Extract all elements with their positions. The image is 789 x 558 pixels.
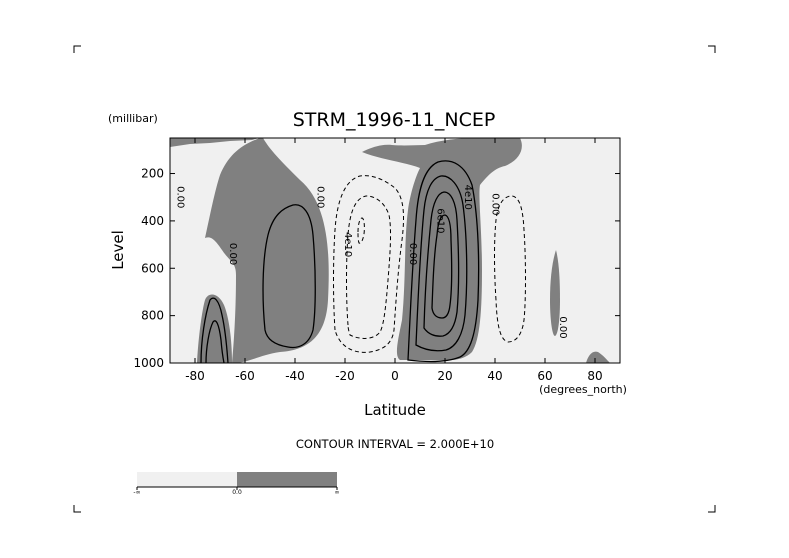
- x-axis-title: Latitude: [364, 401, 426, 419]
- contour-label: 4e10: [462, 185, 473, 210]
- contour-labels: 0.00 0.00 0.00 4e10 0.00 6e10 4e10 0.00 0.00: [175, 185, 569, 339]
- contour-label: 0.00: [490, 193, 501, 215]
- contour-southern-neg-2e10: [333, 175, 404, 353]
- contour-northern-6e10: [423, 191, 460, 337]
- contour-label: 0.00: [315, 186, 326, 208]
- contour-label: 6e10: [435, 208, 446, 233]
- contour-interval-note: CONTOUR INTERVAL = 2.000E+10: [296, 437, 494, 451]
- contour-label: 0.00: [407, 243, 418, 265]
- contour-northern-8e10: [431, 214, 453, 319]
- crop-marks: [73, 45, 716, 513]
- colorbar-negative-swatch: [137, 472, 237, 487]
- positive-contours: [200, 160, 480, 364]
- contour-southern-2e10: [262, 204, 316, 349]
- colorbar-ticks: -∞ 0.0 ∞: [133, 487, 340, 496]
- contour-label: 0.00: [227, 243, 238, 265]
- x-tick-label: 20: [437, 369, 452, 383]
- contour-southern-neg-6e10: [357, 217, 365, 244]
- positive-fill-regions: [170, 138, 610, 363]
- crop-mark-bottom-left: [73, 505, 81, 513]
- y-tick-label: 800: [141, 309, 164, 323]
- colorbar: -∞ 0.0 ∞: [133, 472, 340, 496]
- fill-south-pole-lower-cell: [197, 294, 232, 363]
- contour-northern-2e10: [407, 160, 480, 363]
- negative-contours: [333, 175, 526, 353]
- y-tick-label: 400: [141, 214, 164, 228]
- colorbar-positive-swatch: [237, 472, 337, 487]
- contour-label: 0.00: [175, 186, 186, 208]
- colorbar-tick-label: ∞: [335, 489, 340, 496]
- crop-mark-bottom-right: [708, 505, 716, 513]
- x-tick-label: -20: [335, 369, 355, 383]
- y-axis-title: Level: [109, 230, 127, 270]
- fill-southern-positive-cell: [205, 138, 329, 363]
- contour-label: 4e10: [342, 232, 353, 257]
- crop-mark-top-right: [708, 45, 716, 53]
- y-axis: 200 400 600 800 1000: [133, 167, 620, 370]
- fill-high-latitude-positive-sliver: [550, 250, 560, 336]
- contour-southern-neg-4e10: [346, 195, 392, 339]
- y-tick-label: 200: [141, 167, 164, 181]
- x-tick-label: -60: [235, 369, 255, 383]
- y-tick-label: 600: [141, 261, 164, 275]
- colorbar-tick-label: -∞: [133, 489, 140, 496]
- y-tick-label: 1000: [133, 356, 164, 370]
- contour-northern-neg-2e10: [494, 195, 526, 343]
- x-tick-label: -80: [185, 369, 205, 383]
- chart-title: STRM_1996-11_NCEP: [293, 109, 496, 131]
- fill-top-left-band: [170, 138, 259, 147]
- x-tick-label: -40: [285, 369, 305, 383]
- x-tick-label: 60: [537, 369, 552, 383]
- y-units: (millibar): [108, 112, 158, 125]
- contour-south-pole-2e10-outer: [200, 297, 229, 364]
- x-tick-label: 0: [391, 369, 399, 383]
- fill-northern-positive-cell: [362, 138, 522, 360]
- plot-area: 0.00 0.00 0.00 4e10 0.00 6e10 4e10 0.00 0.00: [169, 137, 621, 364]
- x-axis: -80 -60 -40 -20 0 20 40 60 80: [185, 138, 603, 383]
- crop-mark-top-left: [73, 45, 81, 53]
- x-tick-label: 40: [487, 369, 502, 383]
- colorbar-tick-label: 0.0: [232, 489, 242, 496]
- contour-label: 0.00: [557, 316, 568, 338]
- x-units: (degrees_north): [539, 383, 627, 396]
- contour-south-pole-2e10-inner: [205, 320, 225, 364]
- contour-northern-4e10: [415, 175, 468, 352]
- x-tick-label: 80: [587, 369, 602, 383]
- fill-north-pole-corner: [586, 351, 610, 363]
